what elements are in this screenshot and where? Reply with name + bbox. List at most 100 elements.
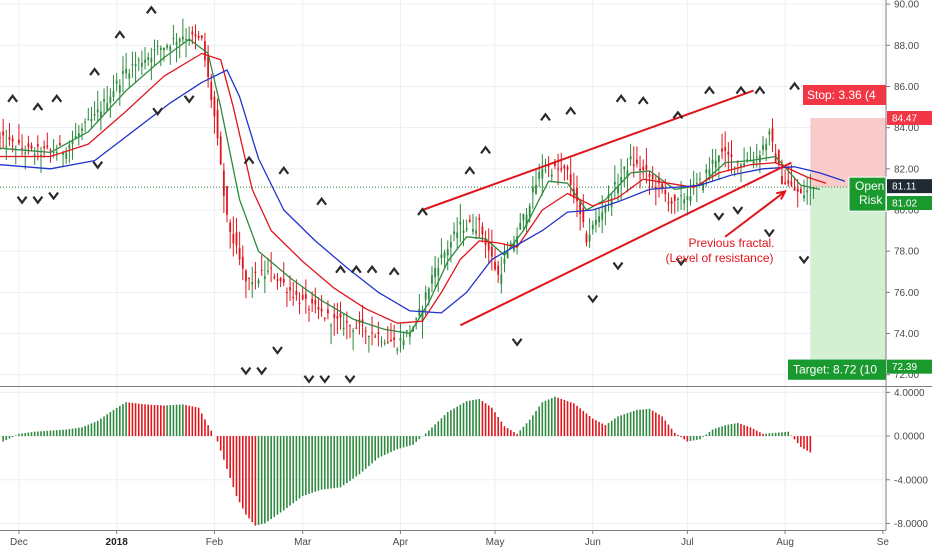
candle-body bbox=[803, 195, 805, 199]
time-tick-label: Dec bbox=[10, 537, 28, 548]
candle-body bbox=[115, 80, 118, 84]
candle-body bbox=[109, 96, 112, 103]
candle-body bbox=[695, 182, 698, 185]
candle-body bbox=[667, 202, 670, 204]
candle-body bbox=[654, 186, 657, 189]
candle-body bbox=[27, 143, 30, 147]
candle-body bbox=[336, 316, 339, 319]
candle-body bbox=[528, 205, 531, 217]
candle-body bbox=[711, 159, 714, 164]
candle-body bbox=[222, 170, 225, 196]
risk-price-badge: 81.02 bbox=[892, 199, 917, 210]
candles bbox=[0, 18, 815, 355]
fractal-down-marker bbox=[612, 261, 624, 271]
candle-body bbox=[323, 317, 326, 319]
channel-upper-line[interactable] bbox=[422, 89, 754, 211]
candle-body bbox=[257, 280, 260, 284]
candle-body bbox=[557, 168, 559, 170]
candle-body bbox=[777, 150, 780, 164]
candle-body bbox=[459, 221, 462, 225]
candle-body bbox=[131, 64, 134, 66]
candle-body bbox=[11, 138, 14, 142]
candle-body bbox=[418, 308, 421, 316]
candle-body bbox=[717, 155, 720, 163]
candle-body bbox=[465, 228, 468, 230]
candle-body bbox=[185, 38, 187, 40]
candle-body bbox=[292, 296, 295, 298]
candle-body bbox=[30, 145, 33, 149]
candle-body bbox=[601, 212, 604, 220]
candle-body bbox=[156, 45, 159, 47]
candle-body bbox=[273, 276, 276, 279]
candle-body bbox=[585, 233, 588, 243]
candle-body bbox=[636, 159, 638, 164]
candle-body bbox=[226, 186, 228, 215]
candle-body bbox=[364, 330, 367, 332]
channel-lower-line[interactable] bbox=[459, 161, 792, 327]
fractal-up-marker bbox=[789, 81, 800, 91]
candle-body bbox=[377, 332, 380, 335]
fractal-down-marker bbox=[256, 366, 268, 376]
fractal-down-marker bbox=[240, 366, 252, 376]
candle-body bbox=[43, 146, 46, 148]
stop-label-box[interactable] bbox=[803, 84, 886, 105]
candle-body bbox=[651, 174, 654, 180]
candle-body bbox=[762, 145, 764, 150]
candle-body bbox=[689, 196, 692, 202]
fractal-up-marker bbox=[480, 145, 491, 154]
candle-body bbox=[112, 91, 115, 97]
candle-body bbox=[494, 261, 496, 270]
candle-body bbox=[65, 152, 68, 159]
open-risk-box[interactable] bbox=[848, 176, 887, 212]
candle-body bbox=[263, 276, 266, 279]
risk-label: Risk bbox=[859, 193, 883, 207]
candle-body bbox=[270, 267, 273, 269]
time-tick-label: May bbox=[486, 537, 505, 548]
candle-body bbox=[282, 278, 285, 283]
candle-body bbox=[588, 234, 591, 242]
price-tick-label: 88.00 bbox=[894, 41, 919, 52]
candle-body bbox=[806, 190, 809, 193]
position-tool[interactable] bbox=[0, 117, 886, 367]
fractal-up-marker bbox=[32, 102, 44, 111]
candle-body bbox=[566, 167, 569, 170]
candle-body bbox=[522, 213, 525, 221]
candle-body bbox=[692, 184, 695, 186]
candle-body bbox=[260, 269, 263, 271]
candle-body bbox=[613, 181, 616, 185]
fractal-up-marker bbox=[388, 266, 400, 276]
trend-channel[interactable] bbox=[422, 89, 792, 327]
fractal-down-marker bbox=[32, 196, 44, 205]
candle-body bbox=[289, 287, 291, 291]
candle-body bbox=[434, 267, 437, 278]
candle-body bbox=[563, 166, 566, 169]
candle-body bbox=[408, 332, 411, 337]
candle-body bbox=[642, 166, 645, 171]
candle-body bbox=[383, 342, 386, 344]
candle-body bbox=[604, 205, 607, 213]
annotation-arrow-line[interactable] bbox=[724, 190, 786, 238]
candle-body bbox=[200, 35, 203, 39]
candle-body bbox=[490, 246, 493, 257]
stop-zone[interactable] bbox=[810, 117, 886, 188]
fractal-up-marker bbox=[754, 85, 766, 95]
candle-body bbox=[178, 38, 181, 42]
candle-body bbox=[345, 320, 348, 323]
annotations[interactable]: Previous fractal.(Level of resistance) bbox=[665, 190, 787, 265]
candle-body bbox=[103, 98, 105, 102]
candle-body bbox=[74, 135, 77, 139]
open-label: Open bbox=[855, 179, 884, 193]
candle-body bbox=[169, 46, 172, 51]
candle-body bbox=[46, 145, 49, 148]
candle-body bbox=[368, 335, 370, 338]
target-zone[interactable] bbox=[810, 187, 886, 367]
candle-body bbox=[84, 121, 87, 123]
candle-body bbox=[399, 338, 402, 341]
candle-body bbox=[390, 339, 392, 342]
candle-body bbox=[386, 341, 389, 343]
candle-body bbox=[443, 252, 446, 258]
candle-body bbox=[415, 318, 418, 320]
candle-body bbox=[793, 187, 796, 191]
candle-body bbox=[62, 153, 64, 155]
